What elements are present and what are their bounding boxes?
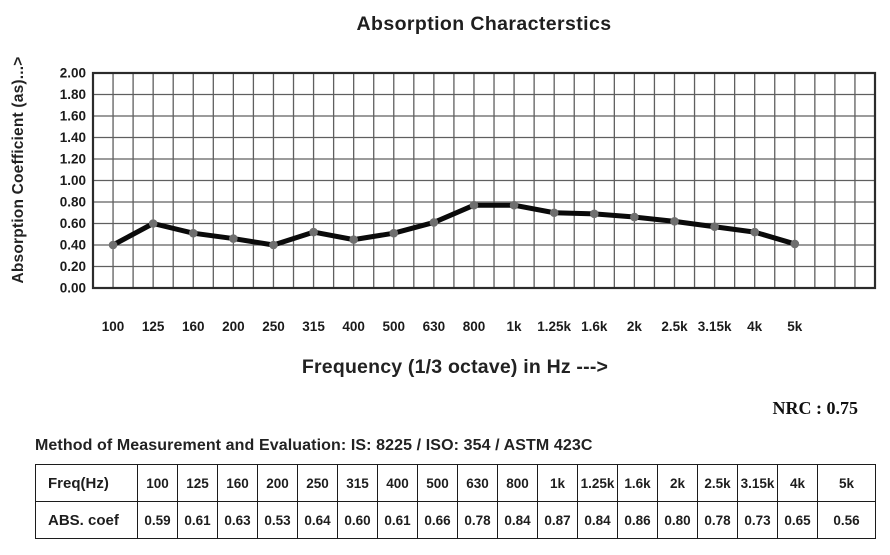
x-tick-label: 2k	[627, 319, 643, 334]
table-cell: 4k	[777, 464, 818, 502]
table-cell: 0.84	[577, 501, 618, 539]
table-cell: 500	[417, 464, 458, 502]
data-point-marker	[469, 200, 479, 210]
table-cell: 0.61	[177, 501, 218, 539]
x-tick-label: 315	[302, 319, 325, 334]
table-cell: 0.64	[297, 501, 338, 539]
table-cell: 0.65	[777, 501, 818, 539]
measurement-table: Freq(Hz) 100 125 160 200 250 315 400 500 630 800 1k…	[35, 464, 876, 539]
data-point-marker	[429, 218, 439, 227]
table-cell: 0.73	[737, 501, 778, 539]
y-tick-label: 1.60	[60, 109, 86, 124]
data-point-marker	[108, 240, 118, 250]
data-point-marker	[509, 200, 519, 210]
x-tick-label: 100	[102, 319, 125, 334]
table-cell: 200	[257, 464, 298, 502]
x-tick-label: 1.6k	[581, 319, 608, 334]
x-tick-label: 4k	[747, 319, 763, 334]
data-point-marker	[589, 209, 599, 219]
table-cell: 0.53	[257, 501, 298, 539]
data-point-marker	[790, 239, 800, 249]
y-tick-label: 0.00	[60, 281, 86, 296]
y-tick-label: 1.80	[60, 87, 86, 102]
table-cell: 160	[217, 464, 258, 502]
x-axis-title: Frequency (1/3 octave) in Hz --->	[301, 356, 609, 378]
x-tick-label: 500	[383, 319, 406, 334]
table-cell: 2k	[657, 464, 698, 502]
data-point-marker	[670, 217, 679, 226]
table-cell: 1.6k	[617, 464, 658, 502]
table-cell: 0.78	[457, 501, 498, 539]
table-cell: 800	[497, 464, 538, 502]
y-tick-label: 1.40	[60, 130, 86, 145]
table-cell: 0.61	[377, 501, 418, 539]
method-text: Method of Measurement and Evaluation: IS…	[35, 437, 593, 454]
y-tick-label: 1.00	[60, 173, 86, 188]
x-tick-label: 800	[463, 319, 486, 334]
x-tick-label: 125	[142, 319, 165, 334]
table-row-header: ABS. coef	[35, 501, 138, 539]
table-cell: 0.86	[617, 501, 658, 539]
x-tick-label: 400	[342, 319, 365, 334]
x-tick-label: 2.5k	[661, 319, 688, 334]
table-cell: 250	[297, 464, 338, 502]
data-point-marker	[229, 234, 238, 243]
table-cell: 100	[137, 464, 178, 502]
table-cell: 0.84	[497, 501, 538, 539]
data-point-marker	[710, 222, 719, 232]
table-cell: 0.66	[417, 501, 458, 539]
table-row: ABS. coef 0.59 0.61 0.63 0.53 0.64 0.60 0.61 0.6…	[35, 501, 876, 539]
data-point-marker	[750, 227, 759, 237]
table-cell: 3.15k	[737, 464, 778, 502]
absorption-coefficient-line	[110, 202, 798, 248]
data-point-marker	[269, 240, 278, 250]
data-point-marker	[188, 228, 198, 238]
table-cell: 0.78	[697, 501, 738, 539]
table-cell: 2.5k	[697, 464, 738, 502]
data-point-marker	[148, 219, 158, 228]
table-cell: 125	[177, 464, 218, 502]
x-tick-label: 1.25k	[537, 319, 571, 334]
y-tick-label: 0.80	[60, 195, 86, 210]
table-cell: 0.87	[537, 501, 578, 539]
table-cell: 315	[337, 464, 378, 502]
chart-title: Absorption Characterstics	[356, 13, 612, 35]
data-point-marker	[349, 235, 358, 244]
table-cell: 0.80	[657, 501, 698, 539]
y-tick-label: 0.60	[60, 216, 86, 231]
table-row: Freq(Hz) 100 125 160 200 250 315 400 500 630 800 1k…	[35, 464, 876, 502]
x-tick-label: 5k	[787, 319, 803, 334]
absorption-line-chart: 2.00 1.80 1.60 1.40 1.20 1.00 0.80 0.60 0.40 0.20…	[60, 66, 877, 334]
y-tick-label: 2.00	[60, 66, 86, 81]
plot-border	[91, 71, 877, 290]
table-cell: 0.56	[817, 501, 876, 539]
table-cell: 630	[457, 464, 498, 502]
table-cell: 0.59	[137, 501, 178, 539]
table-cell: 0.63	[217, 501, 258, 539]
y-tick-label: 0.40	[60, 238, 86, 253]
data-point-marker	[389, 228, 399, 238]
x-tick-label: 160	[182, 319, 205, 334]
y-tick-label: 0.20	[60, 259, 86, 274]
table-cell: 5k	[817, 464, 876, 502]
x-tick-label: 630	[423, 319, 446, 334]
table-cell: 0.60	[337, 501, 378, 539]
data-point-marker	[549, 208, 559, 218]
x-tick-label: 200	[222, 319, 245, 334]
x-tick-label: 3.15k	[698, 319, 732, 334]
x-tick-label: 1k	[507, 319, 523, 334]
nrc-value: NRC : 0.75	[772, 398, 859, 418]
y-tick-label: 1.20	[60, 152, 86, 167]
table-row-header: Freq(Hz)	[35, 464, 138, 502]
table-cell: 1k	[537, 464, 578, 502]
table-body: Freq(Hz) 100 125 160 200 250 315 400 500 630 800 1k…	[35, 464, 876, 539]
x-tick-label: 250	[262, 319, 285, 334]
table-cell: 1.25k	[577, 464, 618, 502]
table-cell: 400	[377, 464, 418, 502]
data-point-marker	[309, 227, 318, 237]
data-point-marker	[630, 212, 639, 222]
